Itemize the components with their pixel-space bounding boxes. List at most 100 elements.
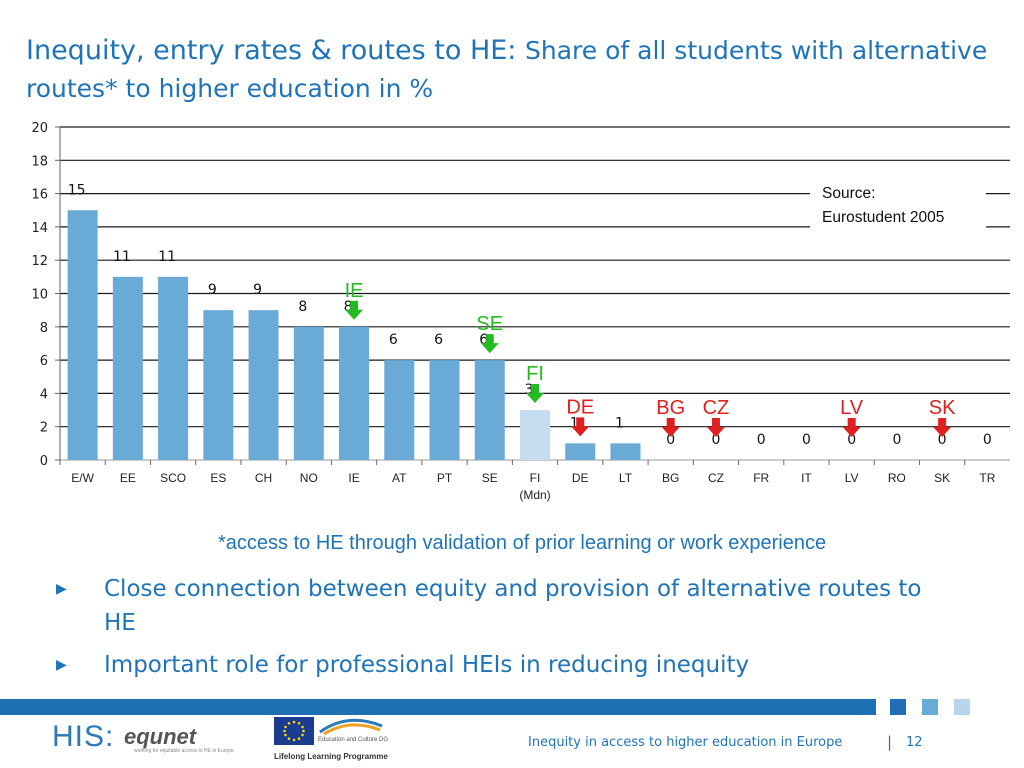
title-main: Inequity, entry rates & routes to HE:	[26, 35, 525, 66]
bar	[565, 443, 596, 460]
arrow-label: DE	[566, 396, 594, 418]
eu-flag-icon	[274, 717, 314, 745]
title-subtitle: Share of all students with alternative r…	[26, 36, 988, 103]
bar	[67, 210, 98, 460]
bullet-item: ▶ Important role for professional HEIs in…	[54, 648, 954, 682]
footer-separator: |	[887, 733, 893, 751]
x-tick-label: CH	[255, 471, 272, 485]
x-tick-sublabel: (Mdn)	[519, 488, 550, 502]
bullet-arrow-icon: ▶	[56, 581, 67, 597]
equnet-logo: equnet	[124, 724, 197, 749]
x-tick-label: NO	[300, 471, 318, 485]
y-tick-label: 20	[31, 121, 48, 136]
y-tick-label: 6	[40, 354, 48, 369]
bar	[339, 326, 370, 460]
footer-square-dark	[890, 699, 906, 715]
y-tick-label: 14	[31, 221, 48, 236]
data-label: 8	[298, 299, 307, 315]
source-text: Source:	[822, 185, 875, 202]
y-tick-label: 18	[31, 154, 48, 169]
education-culture-emblem-icon	[319, 718, 383, 736]
x-tick-label: FR	[753, 471, 769, 485]
data-label: 0	[892, 432, 901, 448]
bar	[520, 410, 550, 460]
eu-program-text: Education and Culture DG	[318, 737, 389, 743]
bar	[384, 360, 415, 460]
down-arrow-icon	[571, 417, 590, 437]
data-label: 0	[847, 432, 856, 448]
data-label: 11	[113, 249, 131, 265]
x-tick-label: ES	[210, 471, 226, 485]
data-label: 11	[158, 249, 176, 265]
page-number: 12	[906, 735, 923, 750]
y-tick-label: 12	[31, 254, 48, 269]
arrow-label: SK	[929, 397, 956, 419]
data-label: 3	[525, 382, 534, 398]
data-label: 0	[666, 432, 675, 448]
data-label: 6	[434, 332, 443, 348]
bullet-list: ▶ Close connection between equity and pro…	[54, 572, 954, 690]
y-tick-label: 4	[40, 387, 48, 402]
x-tick-label: LV	[845, 471, 859, 485]
down-arrow-icon	[345, 300, 364, 320]
down-arrow-icon	[842, 418, 861, 437]
y-tick-label: 0	[40, 454, 48, 469]
source-box	[810, 172, 986, 234]
source-text: Eurostudent 2005	[822, 209, 944, 226]
data-label: 0	[711, 432, 720, 448]
arrow-label: FI	[526, 363, 544, 385]
x-tick-label: IE	[348, 471, 359, 485]
slide-title: Inequity, entry rates & routes to HE: Sh…	[26, 32, 1006, 108]
chart-footnote: *access to HE through validation of prio…	[218, 532, 827, 554]
y-tick-label: 2	[40, 421, 48, 436]
arrow-label: BG	[656, 397, 685, 419]
equnet-tagline: working for equitable access to HE in Eu…	[134, 748, 234, 754]
footer-band	[0, 699, 876, 715]
x-tick-label: SCO	[160, 471, 186, 485]
data-label: 0	[802, 432, 811, 448]
x-tick-label: RO	[888, 471, 906, 485]
y-tick-label: 16	[31, 188, 48, 203]
y-tick-label: 8	[40, 321, 48, 336]
footer-square-medium	[922, 699, 938, 715]
arrow-label: LV	[840, 397, 864, 419]
bullet-item: ▶ Close connection between equity and pro…	[54, 572, 954, 640]
y-tick-label: 10	[31, 288, 48, 303]
bullet-text: Close connection between equity and prov…	[104, 576, 922, 636]
data-label: 0	[757, 432, 766, 448]
x-tick-label: BG	[662, 471, 679, 485]
x-tick-label: DE	[572, 471, 589, 485]
data-label: 9	[208, 282, 217, 298]
data-label: 0	[983, 432, 992, 448]
down-arrow-icon	[480, 334, 499, 354]
data-label: 1	[615, 415, 624, 431]
x-tick-label: CZ	[708, 471, 724, 485]
x-tick-label: LT	[619, 471, 633, 485]
data-label: 1	[570, 415, 579, 431]
bar	[203, 310, 234, 460]
bar	[248, 310, 279, 460]
arrow-label: IE	[345, 280, 364, 302]
footer-text: Inequity in access to higher education i…	[528, 735, 843, 750]
x-tick-label: AT	[392, 471, 407, 485]
bar	[429, 360, 460, 460]
bullet-arrow-icon: ▶	[56, 657, 67, 673]
his-logo: HIS:	[52, 720, 115, 753]
down-arrow-icon	[661, 418, 680, 437]
data-label: 8	[344, 299, 353, 315]
data-label: 15	[68, 182, 86, 198]
x-tick-label: SK	[934, 471, 950, 485]
data-label: 0	[938, 432, 947, 448]
bullet-text: Important role for professional HEIs in …	[104, 652, 750, 678]
x-tick-label: IT	[801, 471, 812, 485]
bar	[293, 326, 324, 460]
x-tick-label: EE	[120, 471, 136, 485]
bar	[158, 276, 189, 460]
data-label: 9	[253, 282, 262, 298]
x-tick-label: TR	[979, 471, 995, 485]
x-tick-label: FI	[530, 471, 541, 485]
down-arrow-icon	[933, 418, 952, 437]
data-label: 6	[389, 332, 398, 348]
arrow-label: CZ	[703, 397, 730, 419]
